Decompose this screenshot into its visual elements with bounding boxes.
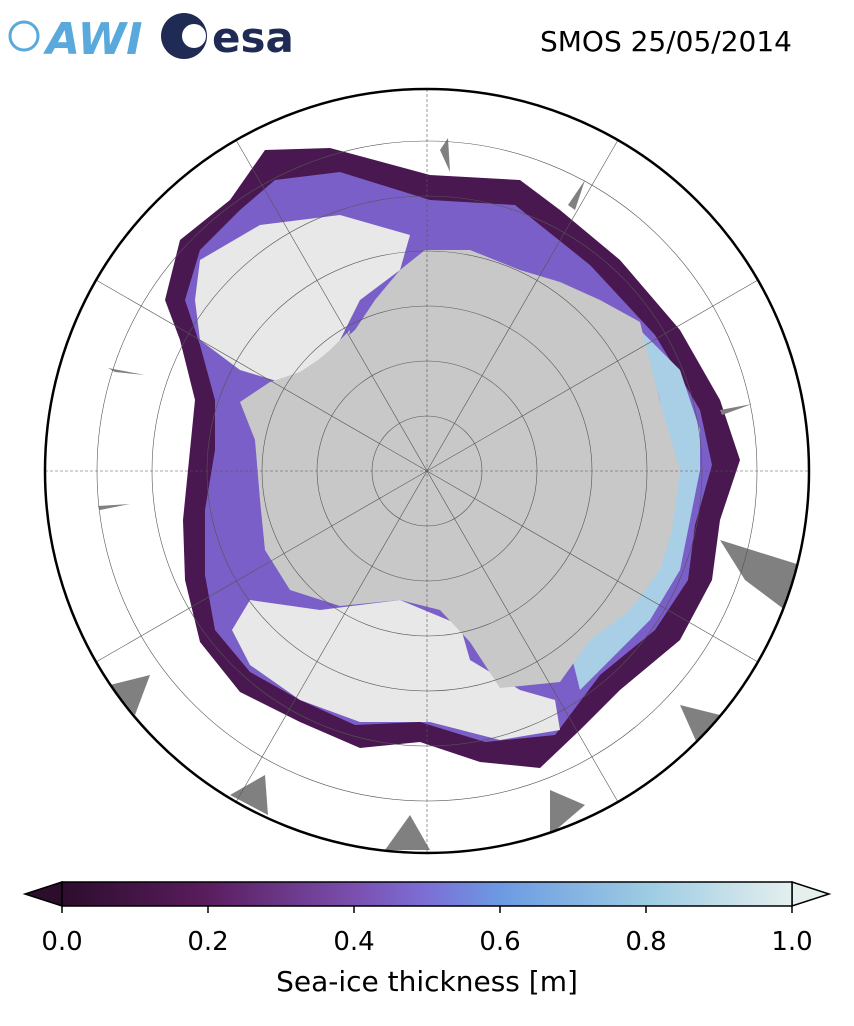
colorbar-tick-label: 0.6 [479, 927, 520, 957]
esa-logo: esa [212, 13, 294, 62]
colorbar-bar [61, 881, 793, 907]
esa-emblem-inner [182, 24, 206, 48]
colorbar-tick-label: 1.0 [771, 927, 812, 957]
map-frame [43, 87, 811, 855]
colorbar-extend-max [791, 880, 832, 908]
map [45, 89, 809, 853]
colorbar-label: Sea-ice thickness [m] [276, 965, 578, 998]
land-patches [98, 138, 800, 850]
colorbar-tick-label: 0.2 [187, 927, 228, 957]
east-ice [570, 330, 700, 690]
ross-ice [232, 600, 560, 740]
awi-logo: AWI [43, 14, 143, 65]
colorbar [22, 880, 832, 908]
colorbar-extend-min [22, 880, 63, 908]
weddell-ice [195, 215, 410, 385]
title: SMOS 25/05/2014 [540, 25, 792, 58]
graticule [45, 89, 809, 853]
colorbar-tick-label: 0.4 [333, 927, 374, 957]
colorbar-tick-label: 0.0 [41, 927, 82, 957]
colorbar-tick-label: 0.8 [625, 927, 666, 957]
peninsula [300, 330, 350, 385]
awi-globe [8, 20, 40, 52]
logos: AWI esa [8, 13, 294, 65]
antarctica [240, 250, 680, 688]
